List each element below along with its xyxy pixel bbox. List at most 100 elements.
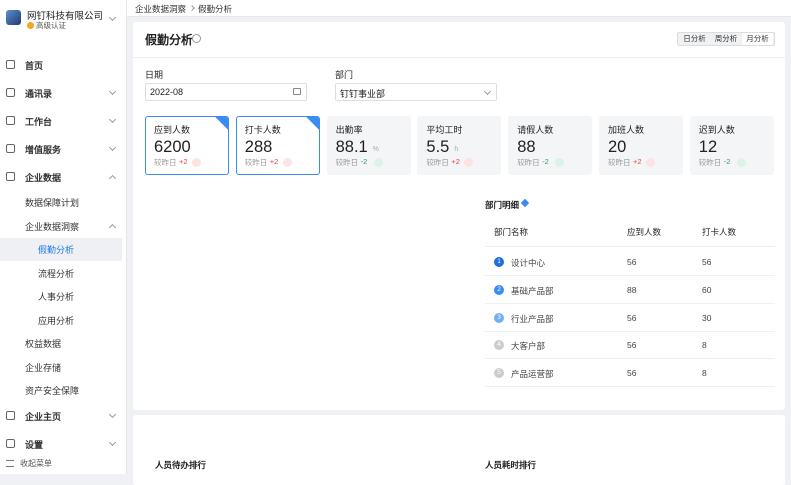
rank-badge: 1 <box>494 257 504 267</box>
dept-checked: 8 <box>702 368 707 379</box>
dept-name: 产品运营部 <box>511 369 554 380</box>
menu-item[interactable]: 假勤分析 <box>38 245 75 255</box>
menu-icon <box>6 116 15 125</box>
menu-item[interactable]: 增值服务 <box>25 145 62 155</box>
kpi-card[interactable] <box>235 116 320 175</box>
row-divider <box>485 330 775 332</box>
dept-due: 88 <box>627 284 637 295</box>
card <box>133 415 785 485</box>
breadcrumb-bar <box>127 0 791 17</box>
menu-icon <box>6 438 15 448</box>
menu-item[interactable]: 资产安全保障 <box>25 386 80 396</box>
kpi-value: 6200 <box>154 138 191 156</box>
dept-value: 钉钉事业部 <box>340 89 386 99</box>
chevron-down <box>108 410 117 418</box>
row-divider <box>485 275 775 276</box>
collapse-icon <box>6 460 14 467</box>
kpi-delta: +2 <box>179 157 188 166</box>
menu-item[interactable]: 设置 <box>25 439 44 450</box>
kpi-compare: 较昨日 <box>426 158 449 167</box>
help-icon <box>192 34 201 43</box>
tab[interactable]: 日分析 <box>683 34 706 43</box>
selected-corner <box>215 117 228 130</box>
dept-select[interactable] <box>335 83 497 101</box>
tab[interactable]: 月分析 <box>742 33 773 45</box>
dept-due: 56 <box>627 257 637 267</box>
kpi-label: 请假人数 <box>517 125 554 135</box>
breadcrumb[interactable]: 企业数据洞察 <box>135 4 187 14</box>
badge-dot <box>27 22 34 29</box>
kpi-delta: -2 <box>360 157 368 166</box>
rank-badge: 5 <box>494 368 504 379</box>
section-title: 人员待办排行 <box>155 460 207 470</box>
rank-badge: 3 <box>494 312 504 323</box>
dept-due: 56 <box>627 312 637 323</box>
dept-checked: 8 <box>702 340 707 351</box>
kpi-delta: +2 <box>269 157 279 166</box>
kpi-value: 5.5 <box>426 138 450 156</box>
kpi-delta: +2 <box>633 157 642 166</box>
dept-name: 行业产品部 <box>511 313 554 324</box>
menu-icon <box>6 144 15 153</box>
kpi-trend-icon <box>464 158 474 167</box>
collapse[interactable]: 收起菜单 <box>20 459 52 468</box>
sidebar: 网钉科技有限公司 高级认证首页通讯录工作台增值服务企业数据数据保障计划 企业数据洞察… <box>0 0 127 474</box>
menu-icon <box>6 172 15 181</box>
menu-item[interactable]: 企业主页 <box>25 411 62 422</box>
menu-item[interactable]: 权益数据 <box>25 339 62 349</box>
menu-item[interactable]: 工作台 <box>25 117 53 127</box>
date-input[interactable] <box>145 83 307 101</box>
divider <box>133 57 785 58</box>
company-name: 网钉科技有限公司 <box>27 11 104 22</box>
chevron-down <box>108 143 117 152</box>
menu-item[interactable]: 企业数据 <box>25 173 62 183</box>
calendar-icon <box>293 88 301 95</box>
table-header: 应到人数 <box>627 227 662 237</box>
kpi-value: 288 <box>244 138 273 156</box>
menu-selected-bg <box>0 238 122 261</box>
tab[interactable]: 周分析 <box>714 34 738 43</box>
dept-due: 56 <box>627 340 637 351</box>
kpi-card[interactable] <box>508 116 593 175</box>
kpi-card[interactable] <box>417 116 502 175</box>
kpi-card[interactable] <box>326 116 411 175</box>
kpi-compare: 较昨日 <box>154 158 177 167</box>
menu-item[interactable]: 企业数据洞察 <box>25 221 80 232</box>
chevron-up <box>108 174 117 183</box>
menu-item[interactable]: 企业存储 <box>25 362 62 373</box>
kpi-card[interactable] <box>599 116 683 175</box>
page-title: 假勤分析 <box>145 33 194 47</box>
table-header: 部门名称 <box>494 227 529 237</box>
dept-due: 56 <box>627 368 637 379</box>
rank-badge: 4 <box>494 340 504 351</box>
menu-item[interactable]: 首页 <box>25 61 44 71</box>
breadcrumb: 假勤分析 <box>198 4 233 14</box>
menu-item[interactable]: 通讯录 <box>25 89 53 99</box>
kpi-compare: 较昨日 <box>244 158 268 167</box>
table-title: 部门明细 <box>485 200 520 210</box>
dept-checked: 56 <box>702 257 712 267</box>
kpi-card[interactable] <box>145 116 229 175</box>
filter-label: 部门 <box>335 70 354 80</box>
kpi-value: 12 <box>698 138 718 156</box>
row-divider <box>485 246 775 247</box>
kpi-label: 出勤率 <box>335 125 363 135</box>
chevron-up <box>108 223 117 231</box>
badge: 高级认证 <box>36 21 66 30</box>
kpi-trend-icon <box>555 158 565 167</box>
kpi-trend-icon <box>192 158 201 167</box>
kpi-value: 20 <box>608 138 627 156</box>
kpi-trend-icon <box>282 158 292 167</box>
menu-item[interactable]: 流程分析 <box>38 268 75 279</box>
menu-item[interactable]: 数据保障计划 <box>25 198 80 208</box>
selected-corner <box>306 117 319 130</box>
kpi-trend-icon <box>373 158 383 167</box>
kpi-card[interactable] <box>689 116 774 175</box>
chevron-down <box>108 438 117 446</box>
menu-icon <box>6 410 15 420</box>
menu-icon <box>6 60 15 69</box>
kpi-label: 平均工时 <box>426 125 463 135</box>
menu-item[interactable]: 应用分析 <box>38 315 75 326</box>
menu-item[interactable]: 人事分析 <box>38 292 75 302</box>
